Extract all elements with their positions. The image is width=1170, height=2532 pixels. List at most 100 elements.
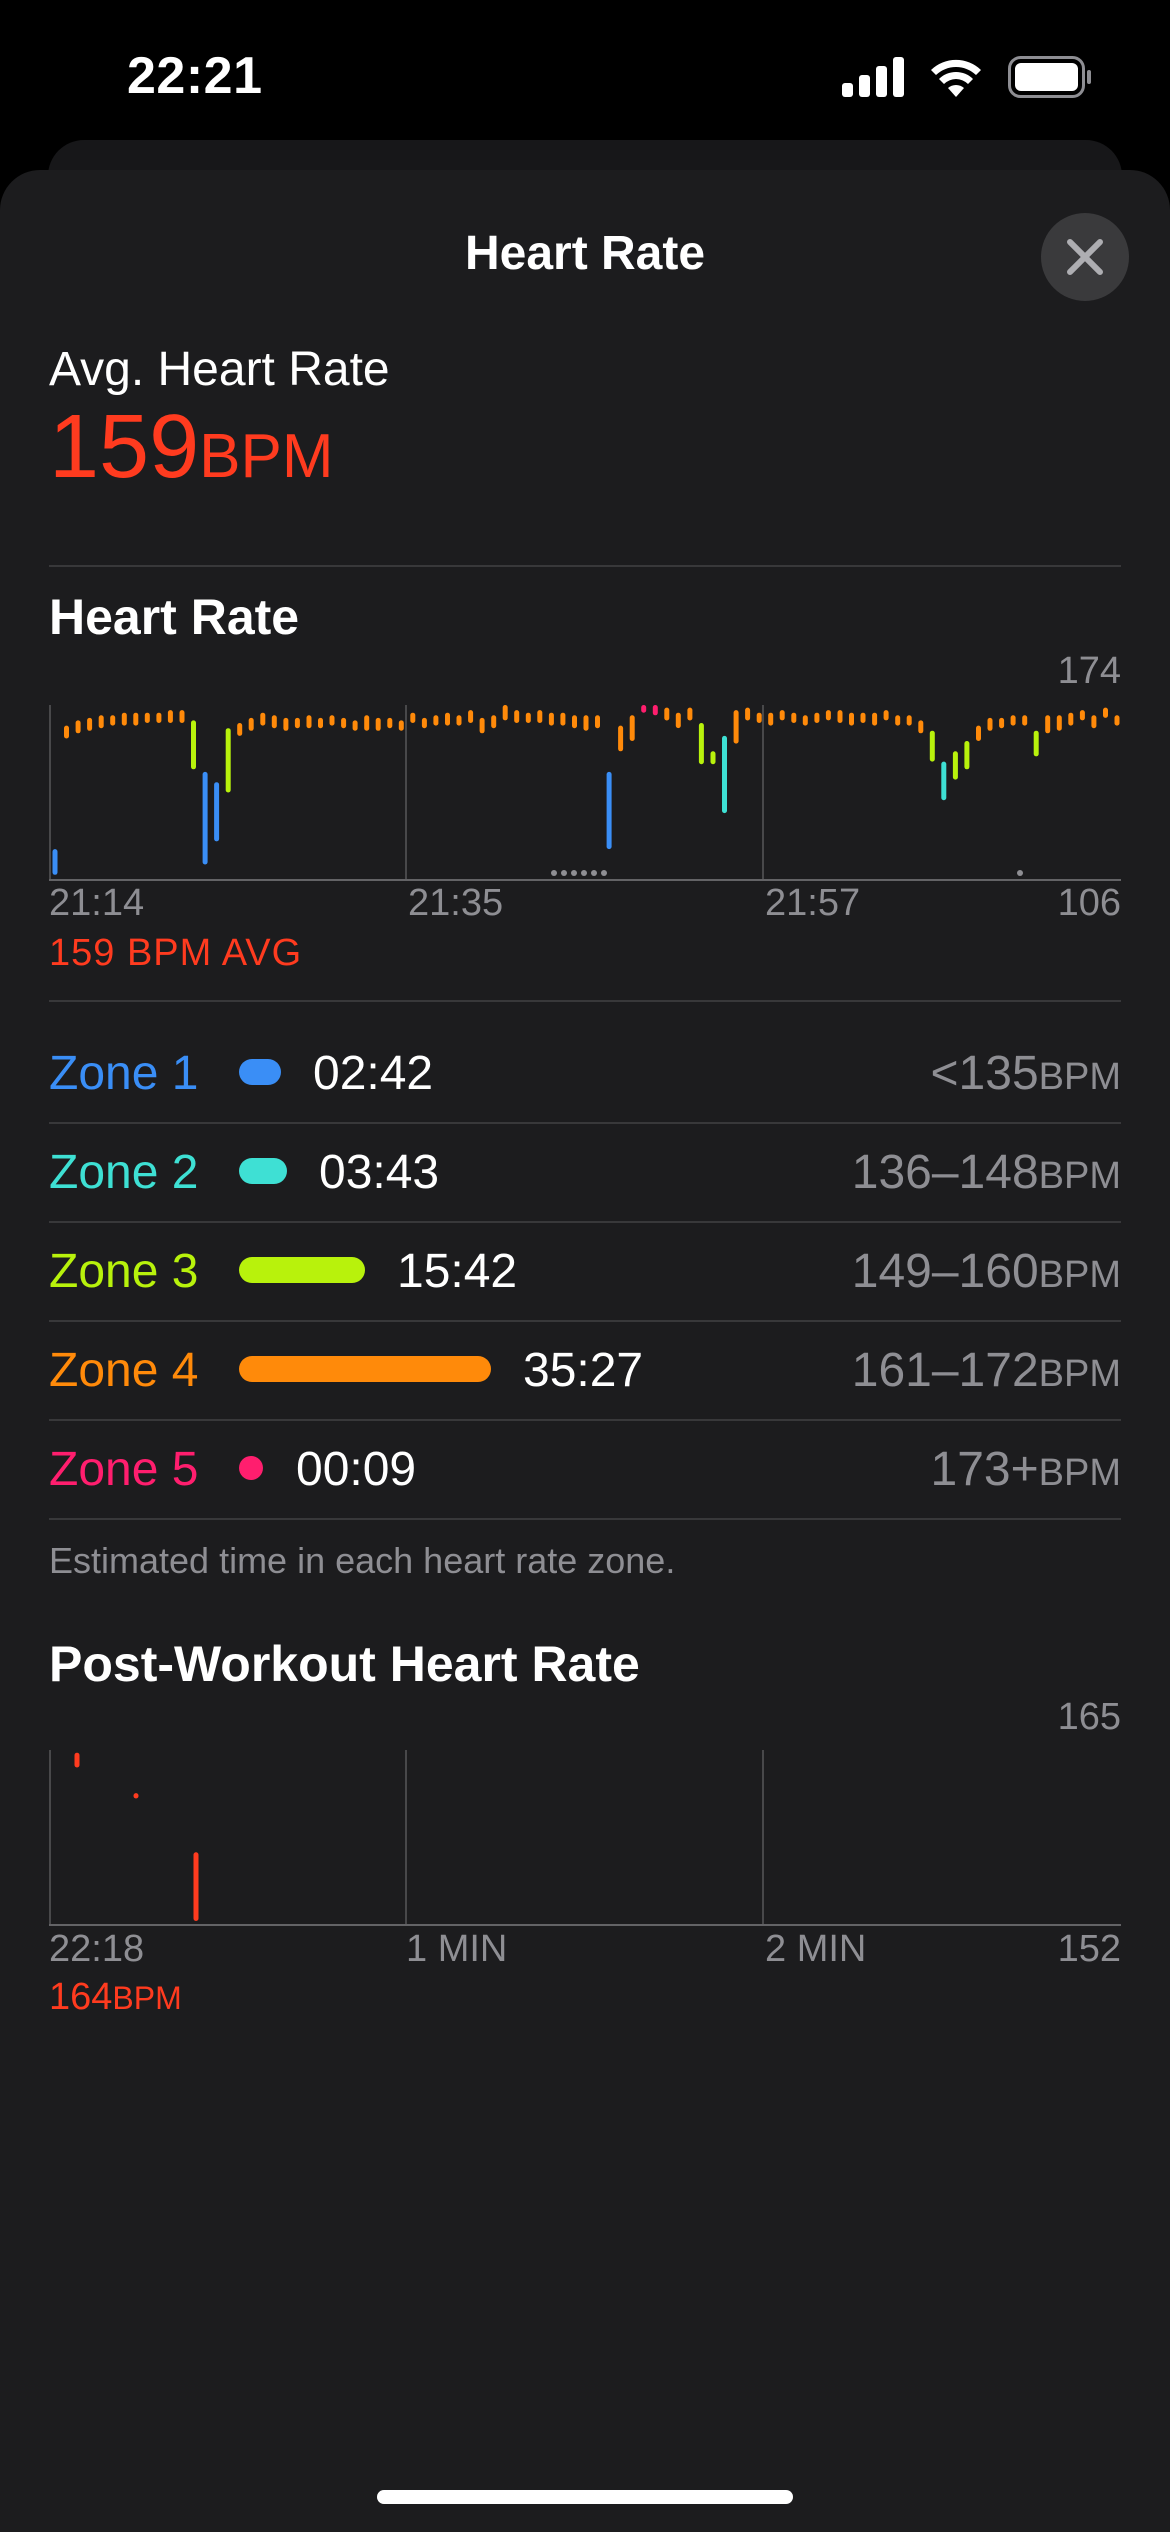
chart-bar [976, 725, 981, 741]
chart-bar [364, 715, 370, 731]
chart-bar [237, 723, 243, 736]
zone-separator [49, 1122, 1121, 1124]
chart-bar [387, 717, 393, 729]
status-icons [842, 54, 1092, 100]
zone-label: Zone 3 [49, 1245, 199, 1298]
post-workout-chart[interactable] [49, 1750, 1121, 1930]
close-icon [1067, 239, 1103, 275]
chart-bar [98, 715, 104, 729]
divider [49, 1000, 1121, 1002]
chart-bar [548, 712, 554, 726]
chart-bar [618, 725, 624, 752]
hr-chart-x-tick-1: 21:14 [49, 882, 145, 924]
chart-bar [537, 710, 543, 723]
home-indicator[interactable] [377, 2490, 793, 2504]
chart-bar [87, 717, 93, 731]
chart-bar [1045, 715, 1051, 734]
post-chart-x-tick-3: 2 MIN [765, 1928, 867, 1970]
zone-range-unit: BPM [1038, 1353, 1121, 1395]
zone-range: 173+BPM [931, 1442, 1121, 1497]
post-chart-x-tick-1: 22:18 [49, 1928, 145, 1970]
chart-bar [710, 751, 716, 765]
chart-bar [75, 720, 81, 734]
zone-row-1: Zone 1 02:42 <135BPM [49, 1024, 1121, 1122]
chart-bar [271, 715, 277, 729]
chart-bar [479, 717, 485, 734]
avg-heart-rate-value: 159BPM [49, 402, 334, 492]
chart-bar [652, 705, 658, 716]
chart-bar [248, 717, 254, 731]
post-chart-x-tick-2: 1 MIN [406, 1928, 508, 1970]
zone-range-unit: BPM [1038, 1452, 1121, 1494]
chart-bar [883, 710, 889, 721]
chart-bar [375, 717, 381, 731]
chart-bar [329, 715, 335, 726]
chart-bar [202, 771, 208, 865]
chart-bar [929, 730, 935, 762]
chart-bar [421, 717, 427, 729]
zone-time: 02:42 [313, 1047, 434, 1100]
chart-bar [191, 720, 196, 770]
post-workout-number: 164 [49, 1976, 113, 2018]
zone-separator [49, 1419, 1121, 1421]
post-workout-unit: BPM [112, 1980, 182, 2016]
zone-range-value: 136–148 [851, 1146, 1039, 1199]
chart-bar [825, 710, 831, 721]
zone-row-4: Zone 4 35:27 161–172BPM [49, 1321, 1121, 1419]
zones-footnote: Estimated time in each heart rate zone. [49, 1540, 676, 1581]
heart-rate-sheet: Heart Rate Avg. Heart Rate 159BPM Heart … [0, 170, 1170, 2532]
heart-rate-chart[interactable] [49, 705, 1121, 885]
chart-bar [606, 771, 612, 850]
zone-range: <135BPM [931, 1046, 1121, 1101]
chart-bar [341, 717, 347, 729]
zone-row-3: Zone 3 15:42 149–160BPM [49, 1222, 1121, 1320]
zone-row-2: Zone 2 03:43 136–148BPM [49, 1123, 1121, 1221]
chart-bar [491, 715, 497, 729]
chart-bar [1022, 715, 1028, 726]
chart-bar [1033, 730, 1039, 757]
zone-time: 35:27 [523, 1344, 644, 1397]
post-chart-y-min: 152 [1057, 1928, 1121, 1970]
chart-bar [179, 710, 185, 723]
zone-separator [49, 1221, 1121, 1223]
zone-range-unit: BPM [1038, 1254, 1121, 1296]
zone-label: Zone 4 [49, 1344, 199, 1397]
zone-range-value: <135 [930, 1047, 1039, 1100]
zone-time: 03:43 [319, 1146, 440, 1199]
hr-avg-note: 159 BPM AVG [49, 932, 303, 974]
chart-bar [583, 715, 589, 731]
chart-bar [664, 707, 670, 721]
chart-bar [1114, 715, 1120, 726]
chart-bar [572, 715, 577, 729]
zone-label: Zone 5 [49, 1443, 199, 1496]
chart-bar [318, 717, 323, 729]
chart-bar [802, 715, 808, 726]
close-button[interactable] [1041, 213, 1129, 301]
chart-bar [1091, 715, 1097, 729]
chart-bar [294, 717, 300, 729]
zone-range-unit: BPM [1038, 1155, 1121, 1197]
chart-bar [283, 717, 289, 731]
zone-bar [239, 1059, 281, 1085]
chart-bar [641, 705, 647, 713]
chart-bar [872, 712, 878, 726]
zone-label: Zone 1 [49, 1047, 199, 1100]
chart-bar [1068, 712, 1074, 726]
chart-bar [1103, 707, 1108, 718]
avg-heart-rate-unit: BPM [199, 422, 334, 491]
hr-chart-y-max: 174 [1057, 650, 1121, 692]
zone-bar [239, 1356, 491, 1382]
post-chart-y-max: 165 [1057, 1696, 1121, 1738]
chart-bar [525, 712, 531, 723]
chart-bar [468, 710, 474, 723]
chart-bar [52, 849, 58, 875]
chart-bar [133, 712, 139, 726]
chart-bar [167, 710, 173, 723]
chart-bar [1056, 715, 1062, 731]
hr-chart-x-tick-3: 21:57 [765, 882, 861, 924]
chart-bar [74, 1752, 80, 1768]
zone-range-value: 173+ [930, 1443, 1039, 1496]
wifi-icon [931, 59, 981, 97]
avg-heart-rate-label: Avg. Heart Rate [49, 343, 390, 396]
chart-bar [849, 712, 854, 726]
